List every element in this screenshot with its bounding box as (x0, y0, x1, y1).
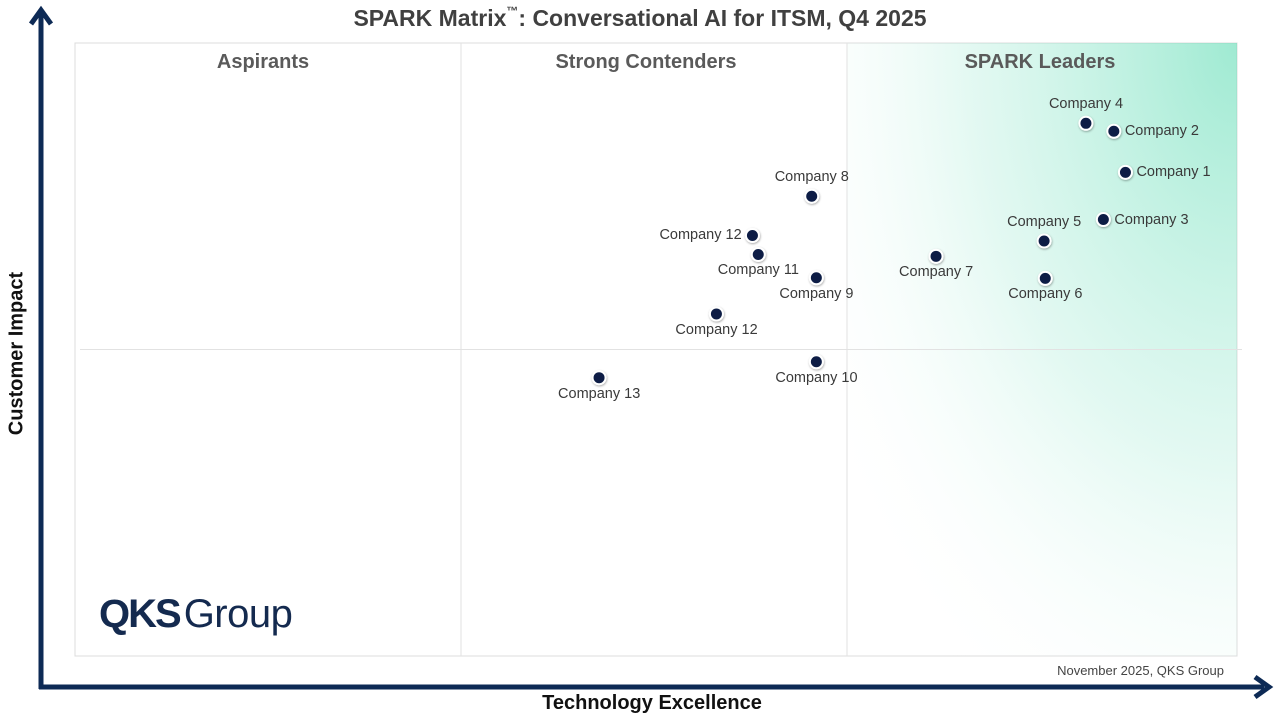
data-point-11 (708, 306, 724, 322)
data-point-4 (1095, 212, 1111, 228)
data-point-label-0: Company 4 (1048, 96, 1124, 113)
y-axis-label: Customer Impact (5, 271, 28, 436)
logo-bold-text: QKS (99, 592, 182, 636)
data-points (591, 115, 1133, 386)
data-point-2 (1117, 164, 1133, 180)
trademark-mark: ™ (506, 4, 519, 19)
x-axis-arrowhead (1253, 674, 1274, 700)
chart-title: SPARK Matrix™: Conversational AI for ITS… (0, 4, 1280, 32)
data-point-7 (750, 246, 766, 262)
data-point-label-2: Company 1 (1136, 164, 1211, 181)
data-point-8 (928, 248, 944, 264)
data-point-3 (804, 188, 820, 204)
data-point-1 (1106, 123, 1122, 139)
quadrant-label-spark-leaders: SPARK Leaders (964, 51, 1116, 73)
data-point-label-13: Company 13 (558, 385, 641, 402)
data-point-label-12: Company 10 (775, 369, 858, 386)
data-point-label-6: Company 5 (1007, 213, 1082, 230)
data-point-0 (1078, 115, 1094, 131)
chart-title-main: SPARK Matrix (353, 5, 507, 31)
data-point-5 (744, 227, 760, 243)
logo-regular-text: Group (183, 592, 293, 636)
data-point-9 (808, 270, 824, 286)
y-axis-arrowhead (28, 5, 54, 26)
quadrant-label-aspirants: Aspirants (216, 51, 310, 73)
qks-group-logo: QKS Group (99, 592, 293, 637)
data-point-label-10: Company 6 (1008, 286, 1083, 303)
quadrant-label-strong-contenders: Strong Contenders (555, 51, 737, 73)
data-point-13 (591, 370, 607, 386)
data-point-label-8: Company 7 (899, 264, 974, 281)
data-point-6 (1036, 233, 1052, 249)
axes (28, 5, 1274, 700)
data-point-label-3: Company 8 (774, 169, 849, 186)
data-point-label-4: Company 3 (1114, 211, 1189, 228)
data-point-10 (1037, 270, 1053, 286)
data-point-label-9: Company 9 (779, 285, 854, 302)
footnote: November 2025, QKS Group (1057, 663, 1224, 678)
chart-title-rest: : Conversational AI for ITSM, Q4 2025 (518, 5, 927, 31)
data-point-12 (808, 354, 824, 370)
data-point-label-5: Company 12 (659, 227, 742, 244)
data-point-label-7: Company 11 (717, 262, 799, 279)
data-point-label-11: Company 12 (675, 321, 758, 338)
data-point-label-1: Company 2 (1124, 123, 1199, 140)
x-axis-label: Technology Excellence (542, 692, 762, 714)
